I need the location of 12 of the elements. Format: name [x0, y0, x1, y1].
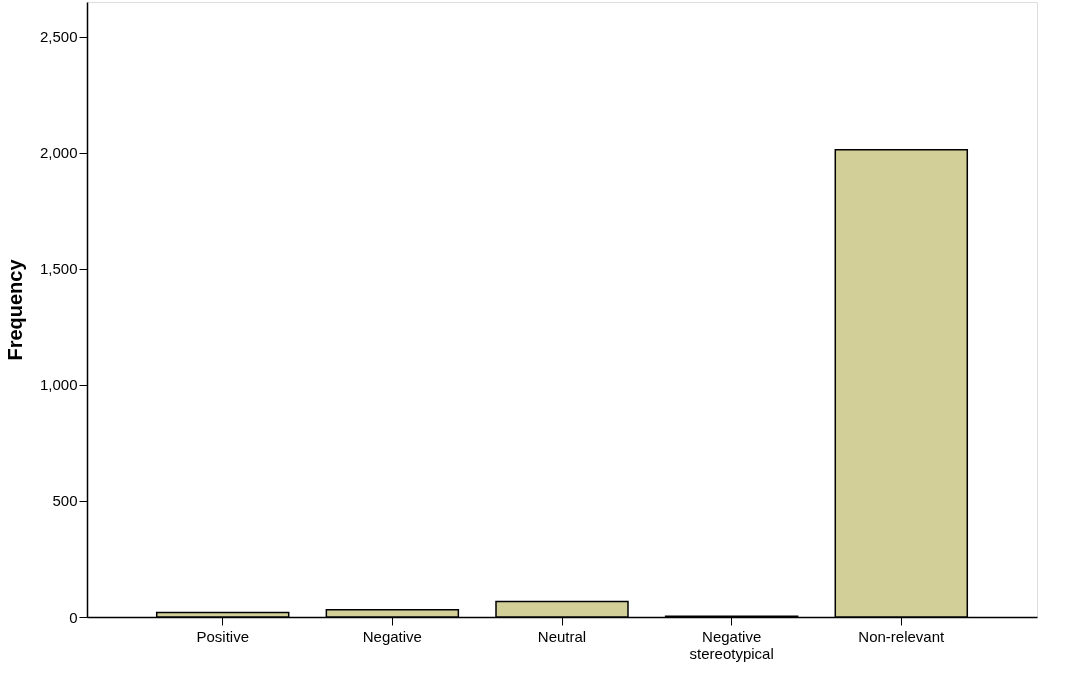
- y-tick-label: 0: [69, 608, 78, 626]
- y-tick-label: 1,500: [39, 260, 78, 278]
- y-tick-label: 500: [52, 492, 78, 510]
- x-tick-label: Negative stereotypical: [689, 627, 774, 662]
- y-tick-label: 2,500: [39, 28, 78, 46]
- y-tick-label: 2,000: [39, 144, 78, 162]
- x-tick-label: Positive: [196, 627, 249, 645]
- y-axis-title: Frequency: [3, 258, 26, 361]
- x-tick-label: Non-relevant: [858, 627, 946, 645]
- x-tick-label: Neutral: [537, 627, 587, 645]
- y-tick-label: 1,000: [39, 376, 78, 394]
- x-tick-label: Negative: [362, 627, 422, 645]
